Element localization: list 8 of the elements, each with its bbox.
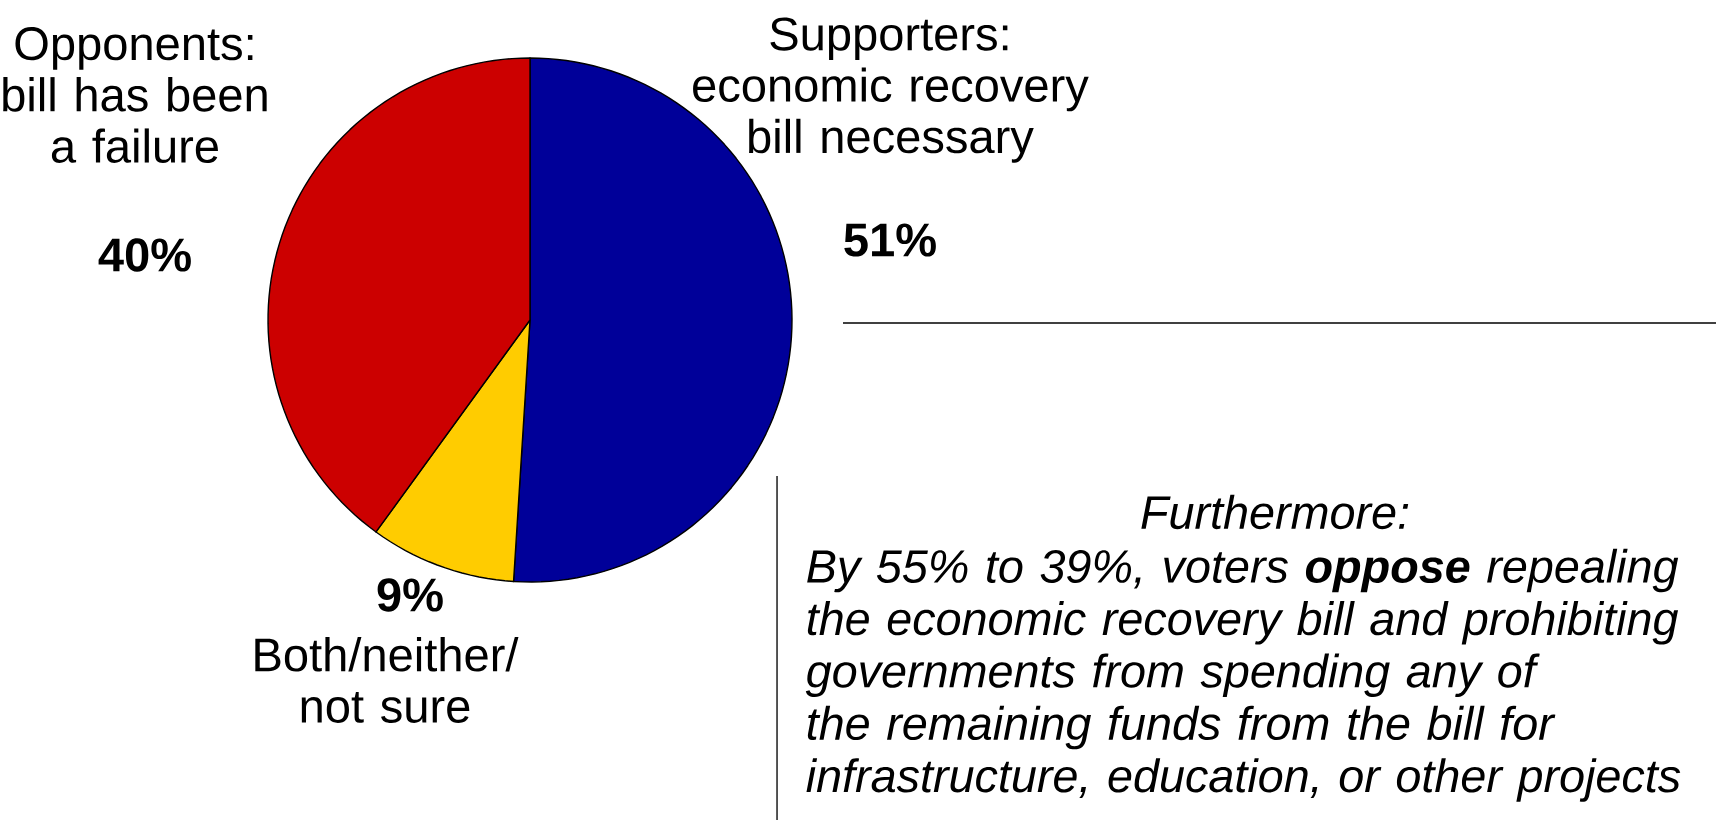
data-label: 40%: [98, 238, 191, 272]
slice-label: Both/neither/ not sure: [255, 637, 519, 723]
text: By 55% to 39%, voters oppose repealing the economic recovery bill and prohibiting governments from spending any of the remaining funds from the bill for infrastructure, education, or other projects: [805, 548, 1681, 802]
slice-label: Supporters: economic recovery bill necessary: [693, 17, 1089, 163]
data-label: 51%: [844, 223, 936, 257]
slice-label: Opponents: bill has been a failure: [3, 27, 267, 163]
data-label: 9%: [377, 578, 443, 612]
text: Furthermore:: [1141, 494, 1409, 530]
